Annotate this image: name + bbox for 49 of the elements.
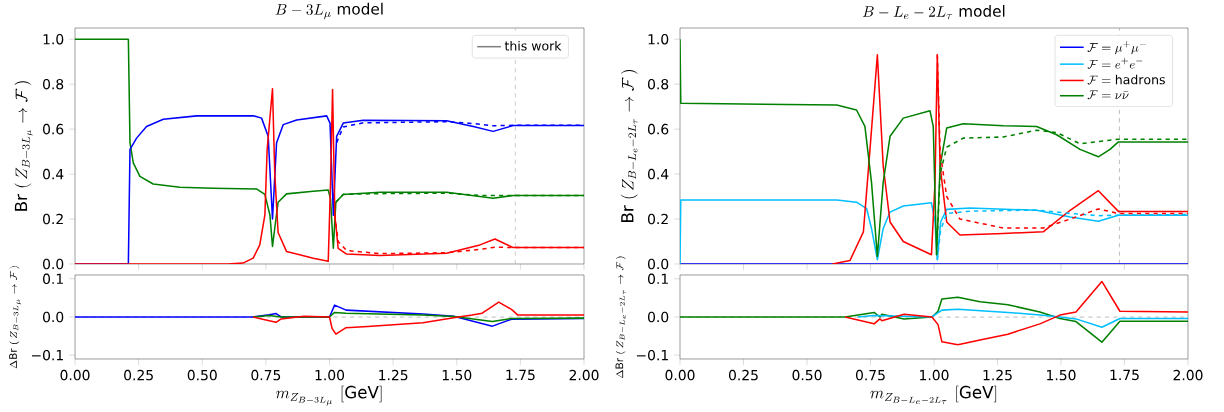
y-tick-label: 0.6	[43, 123, 64, 135]
legend-label: $\mathcal{F}=\nu\bar{\nu}$	[1087, 90, 1129, 100]
y-tick-label: 0.2	[43, 213, 63, 225]
y-tick-label: 0.0	[43, 311, 64, 323]
x-tick-label: 1.50	[442, 369, 472, 381]
y-tick-label: 0.0	[647, 311, 669, 323]
y-tick-label: 0.1	[43, 273, 63, 285]
y-tick-label: 0.2	[647, 213, 668, 225]
x-tick-label: 0.00	[665, 369, 695, 381]
y-axis-title: $\Delta\mathrm{Br}\ (\,Z_{B-3L_{\mu}}\to\mathcal{F}\,)$	[9, 266, 22, 369]
x-tick-label: 0.75	[855, 369, 885, 381]
y-axis-title: $\mathrm{Br}\ (\,Z_{B-3L_{\mu}}\to\mathcal{F}\,)$	[14, 81, 33, 211]
y-tick-label: 0.0	[647, 258, 669, 270]
x-tick-label: 1.50	[1047, 369, 1076, 381]
chart-title: $B-L_{e}-2L_{\tau}\ \mathrm{model}$	[862, 5, 1005, 20]
y-tick-label: 0.0	[43, 258, 64, 270]
y-tick-label: 0.8	[43, 78, 64, 90]
x-tick-label: 0.00	[60, 369, 90, 381]
x-tick-label: 0.50	[187, 369, 217, 381]
x-tick-label: 1.75	[506, 369, 535, 381]
y-axis-title: $\mathrm{Br}\ (\,Z_{B-L_{e}-2L_{\tau}}\to\mathcal{F}\,)$	[620, 70, 638, 222]
x-tick-label: 0.25	[728, 369, 758, 381]
x-tick-label: 1.75	[1110, 369, 1139, 381]
y-tick-label: 0.1	[647, 273, 668, 285]
x-tick-label: 0.50	[792, 369, 822, 381]
legend-label: $\mathcal{F}=\mu^{+}\mu^{-}$	[1087, 40, 1146, 55]
x-tick-label: 2.00	[569, 369, 599, 381]
y-tick-label: 0.4	[647, 168, 669, 180]
x-tick-label: 0.25	[124, 369, 153, 381]
x-tick-label: 1.00	[920, 369, 949, 381]
legend-label: $\mathcal{F}=\mathrm{hadrons}$	[1087, 74, 1165, 85]
x-tick-label: 2.00	[1173, 369, 1203, 381]
legend-label: $\mathcal{F}=e^{+}e^{-}$	[1087, 57, 1143, 69]
y-tick-label: −0.1	[31, 349, 63, 361]
y-tick-label: 0.6	[647, 123, 669, 135]
y-tick-label: 0.8	[647, 78, 669, 90]
y-tick-label: −0.1	[636, 349, 668, 361]
legend-label: this work	[504, 40, 562, 51]
chart-title: $B-3L_{\mu}\ \mathrm{model}$	[275, 2, 383, 20]
y-tick-label: 1.0	[43, 33, 64, 45]
y-axis-title: $\Delta\mathrm{Br}\ (\,Z_{B-L_{e}-2L_{\tau}}\to\mathcal{F}\,)$	[615, 256, 626, 378]
y-tick-label: 0.4	[43, 168, 64, 180]
x-tick-label: 0.75	[251, 369, 281, 381]
x-tick-label: 1.25	[379, 369, 408, 381]
x-tick-label: 1.00	[315, 369, 345, 381]
x-tick-label: 1.25	[983, 369, 1012, 381]
x-axis-title: $m_{Z_{B-3L_{\mu}}}\ [\mathrm{GeV}]$	[276, 385, 382, 406]
y-tick-label: 1.0	[648, 33, 669, 45]
x-axis-title: $m_{Z_{B-L_{e}-2L_{\tau}}}\ [\mathrm{GeV}]$	[870, 385, 997, 405]
